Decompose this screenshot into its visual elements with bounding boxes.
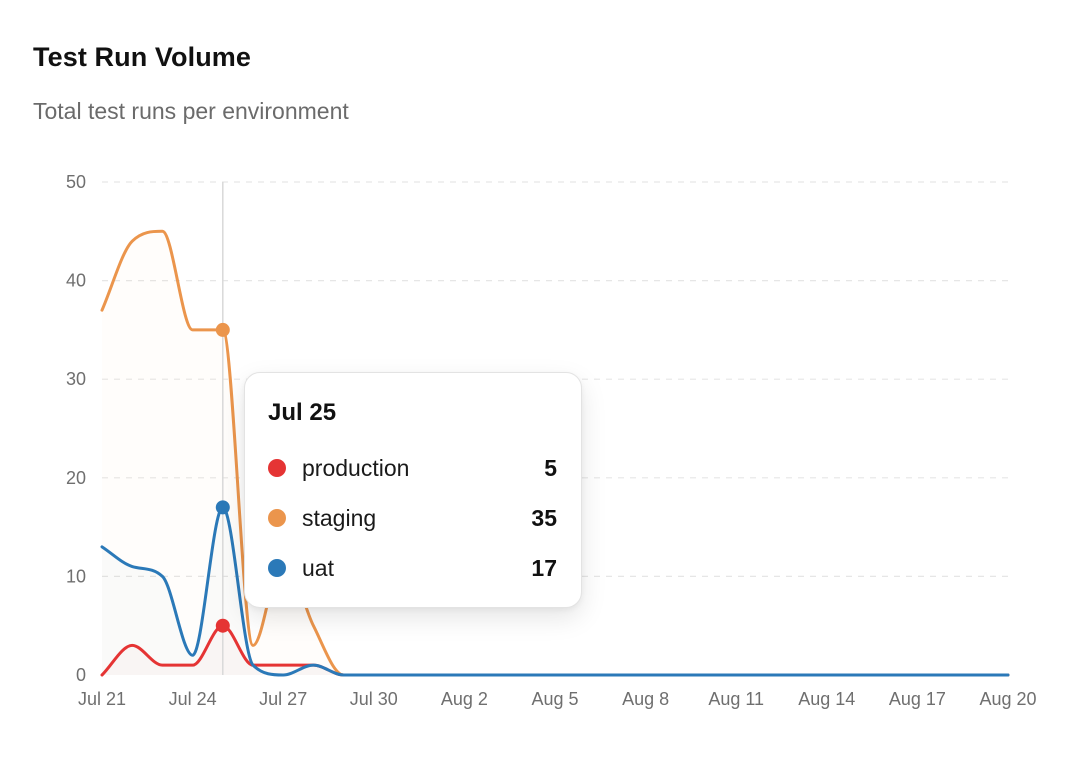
x-tick-label: Aug 11 (708, 689, 764, 709)
y-tick-label: 0 (76, 665, 86, 685)
tooltip-series-value: 35 (531, 504, 557, 531)
y-tick-label: 30 (66, 369, 86, 389)
tooltip-date: Jul 25 (268, 399, 337, 426)
chart-subtitle: Total test runs per environment (33, 98, 349, 124)
x-tick-label: Aug 5 (531, 689, 578, 709)
x-tick-label: Aug 17 (889, 689, 946, 709)
tooltip-series-value: 17 (531, 554, 557, 581)
y-axis-ticks: 0 10 20 30 40 50 (66, 172, 86, 685)
chart-tooltip: Jul 25 production 5 staging 35 uat 17 (244, 372, 582, 608)
chart-title: Test Run Volume (33, 42, 252, 72)
y-tick-label: 40 (66, 271, 86, 291)
tooltip-row-uat: uat 17 (268, 543, 557, 593)
hover-point-production[interactable] (215, 618, 230, 633)
y-tick-label: 10 (66, 566, 86, 586)
x-tick-label: Jul 30 (350, 689, 398, 709)
legend-dot-icon (268, 509, 286, 527)
tooltip-series-name: production (302, 454, 410, 481)
x-tick-label: Aug 14 (798, 689, 855, 709)
x-tick-label: Jul 24 (169, 689, 217, 709)
tooltip-series-name: uat (302, 554, 334, 581)
tooltip-series-name: staging (302, 504, 377, 531)
x-tick-label: Aug 2 (441, 689, 488, 709)
legend-dot-icon (268, 559, 286, 577)
x-tick-label: Aug 20 (979, 689, 1036, 709)
tooltip-row-production: production 5 (268, 443, 557, 493)
y-tick-label: 20 (66, 468, 86, 488)
x-axis-ticks: Jul 21 Jul 24 Jul 27 Jul 30 Aug 2 Aug 5 Aug 8 A… (78, 689, 1037, 709)
tooltip-series-value: 5 (544, 454, 557, 481)
y-tick-label: 50 (66, 172, 86, 192)
tooltip-row-staging: staging 35 (268, 493, 557, 543)
hover-point-staging[interactable] (215, 322, 230, 337)
hover-points (215, 322, 230, 633)
legend-dot-icon (268, 459, 286, 477)
hover-point-uat[interactable] (215, 500, 230, 515)
x-tick-label: Jul 27 (259, 689, 307, 709)
series-line-uat[interactable] (100, 505, 1010, 677)
x-tick-label: Jul 21 (78, 689, 126, 709)
x-tick-label: Aug 8 (622, 689, 669, 709)
series-lines (100, 229, 1010, 677)
